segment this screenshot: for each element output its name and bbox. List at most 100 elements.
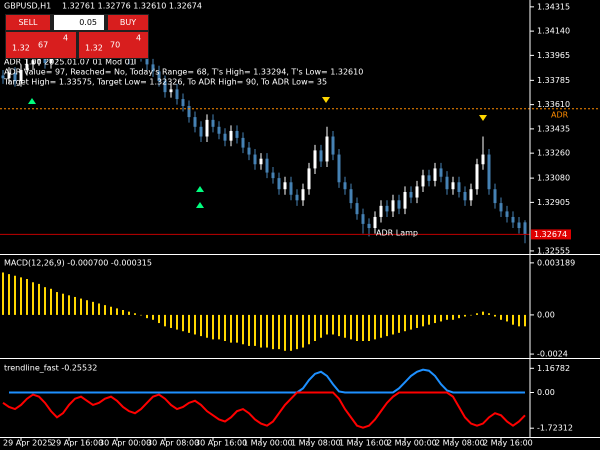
candle-body xyxy=(169,89,173,93)
candle-body xyxy=(259,158,263,165)
buy-price-box[interactable] xyxy=(79,32,148,58)
buy-pip: 4 xyxy=(136,34,141,43)
histogram-bar xyxy=(242,314,244,345)
candle-body xyxy=(331,136,335,155)
candle-body xyxy=(349,189,353,204)
candle-body xyxy=(373,216,377,229)
candle-body xyxy=(487,154,491,190)
histogram-bar xyxy=(500,314,502,320)
y-tick-label: 1.33080 xyxy=(537,174,570,183)
candle-body xyxy=(205,119,209,137)
info-line: ADR 1.00 2025.01.07 01 Mod 01 xyxy=(4,58,135,67)
histogram-bar xyxy=(374,314,376,340)
histogram-bar xyxy=(110,306,112,315)
candle-body xyxy=(307,168,311,190)
candle-body xyxy=(151,64,155,72)
histogram-bar xyxy=(134,313,136,315)
histogram-bar xyxy=(470,314,472,316)
histogram-bar xyxy=(200,314,202,337)
histogram-bar xyxy=(68,295,70,315)
adr-lamp: ADR Lamp xyxy=(376,229,418,238)
candle-body xyxy=(523,222,527,235)
histogram-bar xyxy=(248,314,250,346)
signal-arrows xyxy=(28,97,487,208)
histogram-bar xyxy=(446,314,448,320)
histogram-bar xyxy=(98,303,100,315)
up-arrow xyxy=(28,98,36,104)
candle-body xyxy=(475,164,479,190)
candle-body xyxy=(277,178,281,190)
histogram-bar xyxy=(518,314,520,327)
buy-label: BUY xyxy=(120,18,136,27)
x-tick-label: 29 Apr 2025 xyxy=(3,439,52,448)
sell-price-box[interactable] xyxy=(6,32,76,58)
candle-body xyxy=(157,71,161,82)
candle-body xyxy=(319,150,323,162)
y-tick-label: 1.33965 xyxy=(537,51,570,60)
candle-body xyxy=(289,182,293,195)
histogram-bar xyxy=(254,314,256,346)
histogram-bar xyxy=(380,314,382,338)
histogram-bar xyxy=(32,282,34,315)
x-tick-label: 30 Apr 00:00 xyxy=(99,439,151,448)
histogram-bar xyxy=(392,314,394,335)
histogram-bar xyxy=(8,274,10,315)
y-tick-label: 1.32905 xyxy=(537,198,570,207)
histogram-bar xyxy=(164,314,166,327)
x-tick-label: 2 May 00:00 xyxy=(387,439,437,448)
candle-body xyxy=(409,191,413,198)
histogram-bar xyxy=(458,314,460,319)
sell-button[interactable] xyxy=(6,15,50,30)
candle-body xyxy=(451,182,455,190)
current-price-label: 1.32674 xyxy=(534,230,567,239)
y-tick-label: 1.32555 xyxy=(537,246,570,255)
y-tick-label: -1.72312 xyxy=(537,424,573,433)
histogram-bar xyxy=(278,314,280,350)
histogram-bar xyxy=(290,314,292,351)
candle-body xyxy=(13,72,17,82)
candle-body xyxy=(343,182,347,190)
lot-value: 0.05 xyxy=(79,18,97,27)
candle-body xyxy=(175,89,179,100)
histogram-bar xyxy=(440,314,442,322)
histogram-bar xyxy=(2,272,4,315)
one-click-panel: SELL 0.05 BUY 1.32 67 4 1.32 70 4 xyxy=(5,14,149,59)
buy-button[interactable] xyxy=(108,15,148,30)
candle-body xyxy=(25,64,29,70)
histogram-bar xyxy=(230,314,232,343)
candle-body xyxy=(415,186,419,198)
candle-body xyxy=(313,150,317,169)
histogram-bar xyxy=(62,293,64,315)
histogram-bar xyxy=(56,292,58,315)
candle-body xyxy=(301,189,305,201)
histogram-bar xyxy=(476,313,478,315)
current-price-box xyxy=(531,229,571,240)
candle-body xyxy=(235,130,239,138)
histogram-bar xyxy=(146,314,148,319)
x-tick-label: 1 May 16:00 xyxy=(339,439,389,448)
histogram-bar xyxy=(434,314,436,324)
candle-body xyxy=(223,133,227,141)
candle-body xyxy=(337,154,341,183)
histogram-bar xyxy=(74,296,76,315)
ohlc-readout: 1.32761 1.32776 1.32610 1.32674 xyxy=(62,2,202,11)
histogram-bar xyxy=(284,314,286,351)
histogram-bar xyxy=(140,314,142,316)
candle-body xyxy=(31,60,35,65)
histogram-bar xyxy=(50,288,52,315)
histogram-bar xyxy=(296,314,298,350)
histogram-bar xyxy=(14,275,16,315)
histogram-bar xyxy=(188,314,190,333)
lot-input[interactable] xyxy=(54,15,104,30)
histogram-bar xyxy=(128,311,130,315)
y-tick-label: 1.16782 xyxy=(537,364,570,373)
info-line: Target High= 1.33575, Target Low= 1.3232… xyxy=(3,78,327,87)
candle-body xyxy=(43,57,47,64)
histogram-bar xyxy=(404,314,406,332)
candle-body xyxy=(199,126,203,137)
histogram-bar xyxy=(260,314,262,348)
histogram-bar xyxy=(368,314,370,342)
y-tick-label: 0.003189 xyxy=(537,258,575,267)
